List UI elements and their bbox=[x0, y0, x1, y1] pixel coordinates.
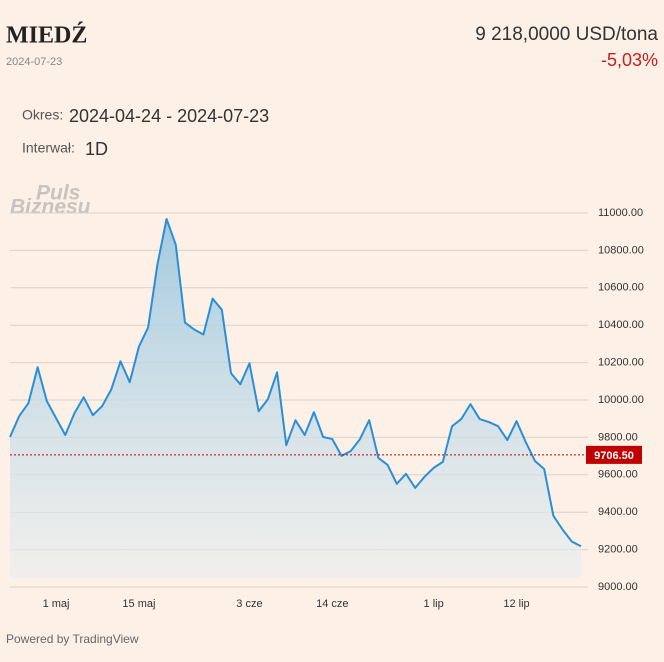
chart-title: MIEDŹ bbox=[6, 23, 87, 49]
y-tick-label: 9200.00 bbox=[598, 544, 638, 556]
y-tick-label: 9000.00 bbox=[598, 581, 638, 593]
x-tick-label: 15 maj bbox=[122, 598, 155, 610]
reference-label: 9706.50 bbox=[594, 450, 634, 462]
y-tick-label: 10600.00 bbox=[598, 282, 644, 294]
chart-date: 2024-07-23 bbox=[6, 56, 62, 68]
x-tick-label: 3 cze bbox=[236, 598, 262, 610]
change: -5,03% bbox=[601, 50, 658, 70]
watermark: Biznesu bbox=[10, 196, 91, 219]
period: 2024-04-24 - 2024-07-23 bbox=[69, 106, 269, 126]
line bbox=[9, 217, 582, 548]
x-tick-label: 1 maj bbox=[43, 598, 70, 610]
x-tick-label: 12 lip bbox=[503, 598, 529, 610]
y-tick-label: 9400.00 bbox=[598, 506, 638, 518]
watermark: Puls bbox=[36, 182, 80, 205]
footer: Powered by TradingView bbox=[6, 632, 139, 646]
interval: 1D bbox=[85, 139, 108, 159]
y-tick-label: 11000.00 bbox=[598, 207, 643, 219]
reference-label-box bbox=[586, 445, 642, 464]
y-tick-label: 9600.00 bbox=[598, 469, 638, 481]
y-tick-label: 10000.00 bbox=[598, 394, 644, 406]
x-tick-label: 14 cze bbox=[316, 598, 348, 610]
y-tick-label: 9800.00 bbox=[598, 431, 638, 443]
period-label: Okres: bbox=[22, 107, 63, 123]
x-tick-label: 1 lip bbox=[424, 598, 444, 610]
area bbox=[10, 218, 581, 578]
interval-label: Interwał: bbox=[22, 140, 75, 156]
y-tick-label: 10400.00 bbox=[598, 319, 644, 331]
y-tick-label: 10800.00 bbox=[598, 244, 644, 256]
y-tick-label: 10200.00 bbox=[598, 357, 644, 369]
price: 9 218,0000 USD/tona bbox=[475, 24, 658, 45]
